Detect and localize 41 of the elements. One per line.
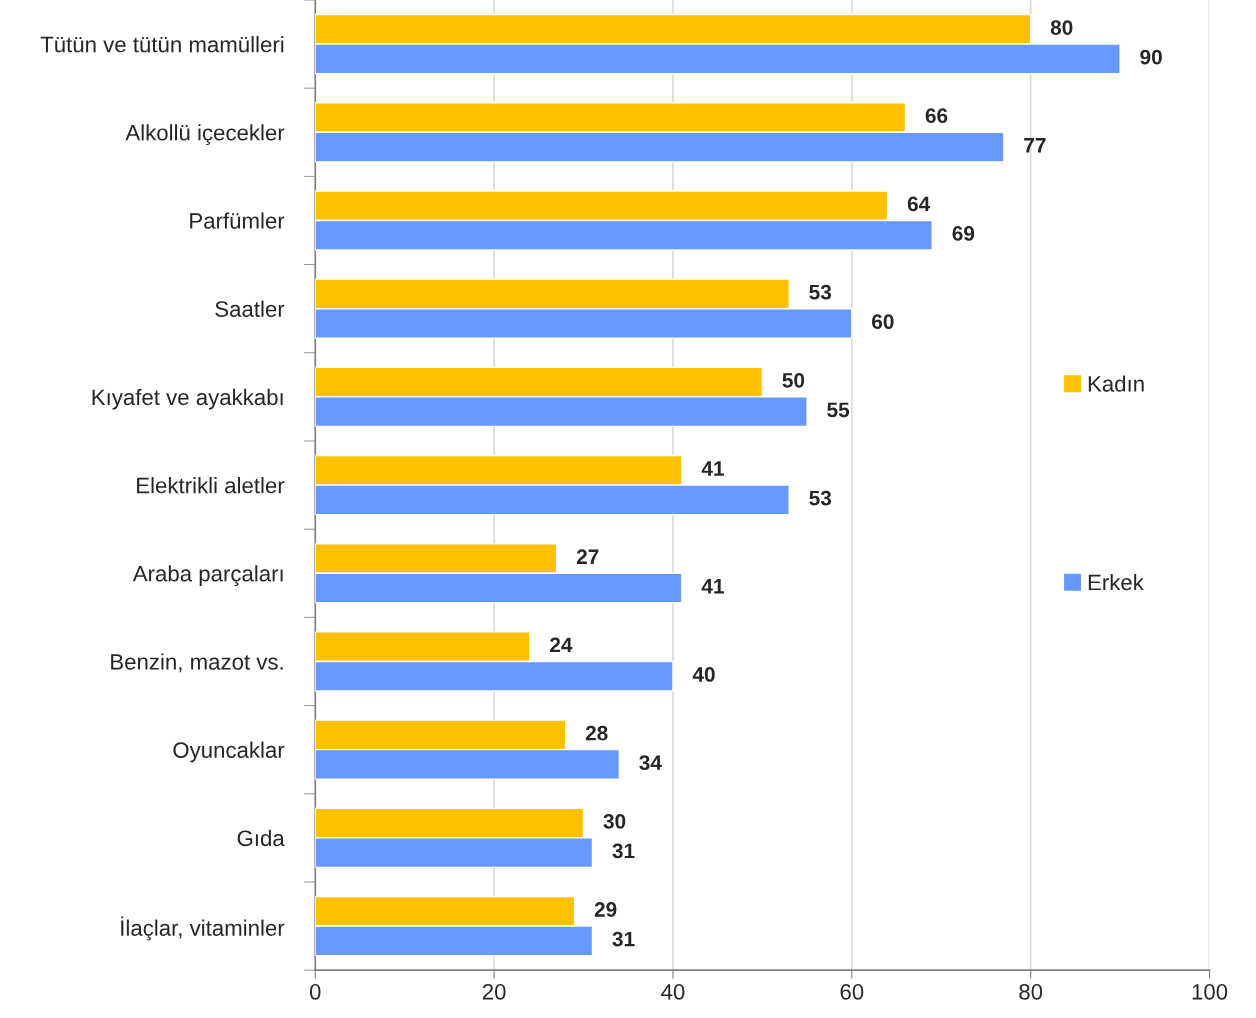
data-label: 90 (1140, 49, 1162, 65)
x-tick-label: 40 (661, 983, 685, 1000)
x-tick-label: 80 (1019, 983, 1043, 1000)
data-label: 28 (585, 725, 608, 741)
y-tick-label: Gıda (237, 829, 285, 847)
data-label: 50 (782, 372, 805, 388)
data-label: 40 (692, 667, 715, 682)
data-label: 60 (872, 314, 894, 330)
data-label: 31 (612, 843, 635, 859)
y-tick-label: Kıyafet ve ayakkabı (92, 388, 283, 410)
y-tick-label: Saatler (215, 300, 285, 317)
data-label: 80 (1050, 20, 1073, 35)
data-label: 64 (907, 196, 931, 212)
data-label: 24 (550, 637, 573, 653)
y-tick-label: Elektrikli aletler (137, 477, 285, 494)
data-label: 41 (701, 461, 724, 476)
data-label: 53 (809, 284, 832, 300)
data-label: 29 (594, 902, 617, 917)
y-tick-label: Parfümler (190, 212, 285, 229)
legend-label: Erkek (1088, 573, 1144, 591)
data-label: 77 (1024, 138, 1046, 153)
y-tick-label: Oyuncaklar (173, 741, 285, 763)
y-tick-label: Benzin, mazot vs. (111, 653, 283, 673)
data-label: 66 (925, 108, 948, 124)
data-label: 53 (809, 490, 832, 506)
y-tick-label: İlaçlar, vitaminler (121, 916, 285, 941)
data-label: 27 (576, 549, 599, 564)
x-tick-label: 20 (482, 983, 506, 1000)
data-label: 30 (603, 813, 626, 829)
x-tick-label: 0 (309, 983, 321, 1000)
data-label: 41 (701, 579, 724, 594)
y-tick-label: Tütün ve tütün mamülleri (40, 36, 284, 53)
data-label: 34 (639, 755, 662, 771)
data-label: 69 (952, 226, 975, 241)
x-tick-label: 100 (1192, 983, 1228, 1000)
data-label: 31 (612, 931, 635, 947)
legend-label: Kadın (1088, 375, 1144, 392)
x-tick-label: 60 (840, 983, 864, 1000)
y-tick-label: Araba parçaları (132, 565, 283, 587)
y-tick-label: Alkollü içecekler (125, 124, 285, 146)
data-label: 55 (827, 402, 850, 418)
